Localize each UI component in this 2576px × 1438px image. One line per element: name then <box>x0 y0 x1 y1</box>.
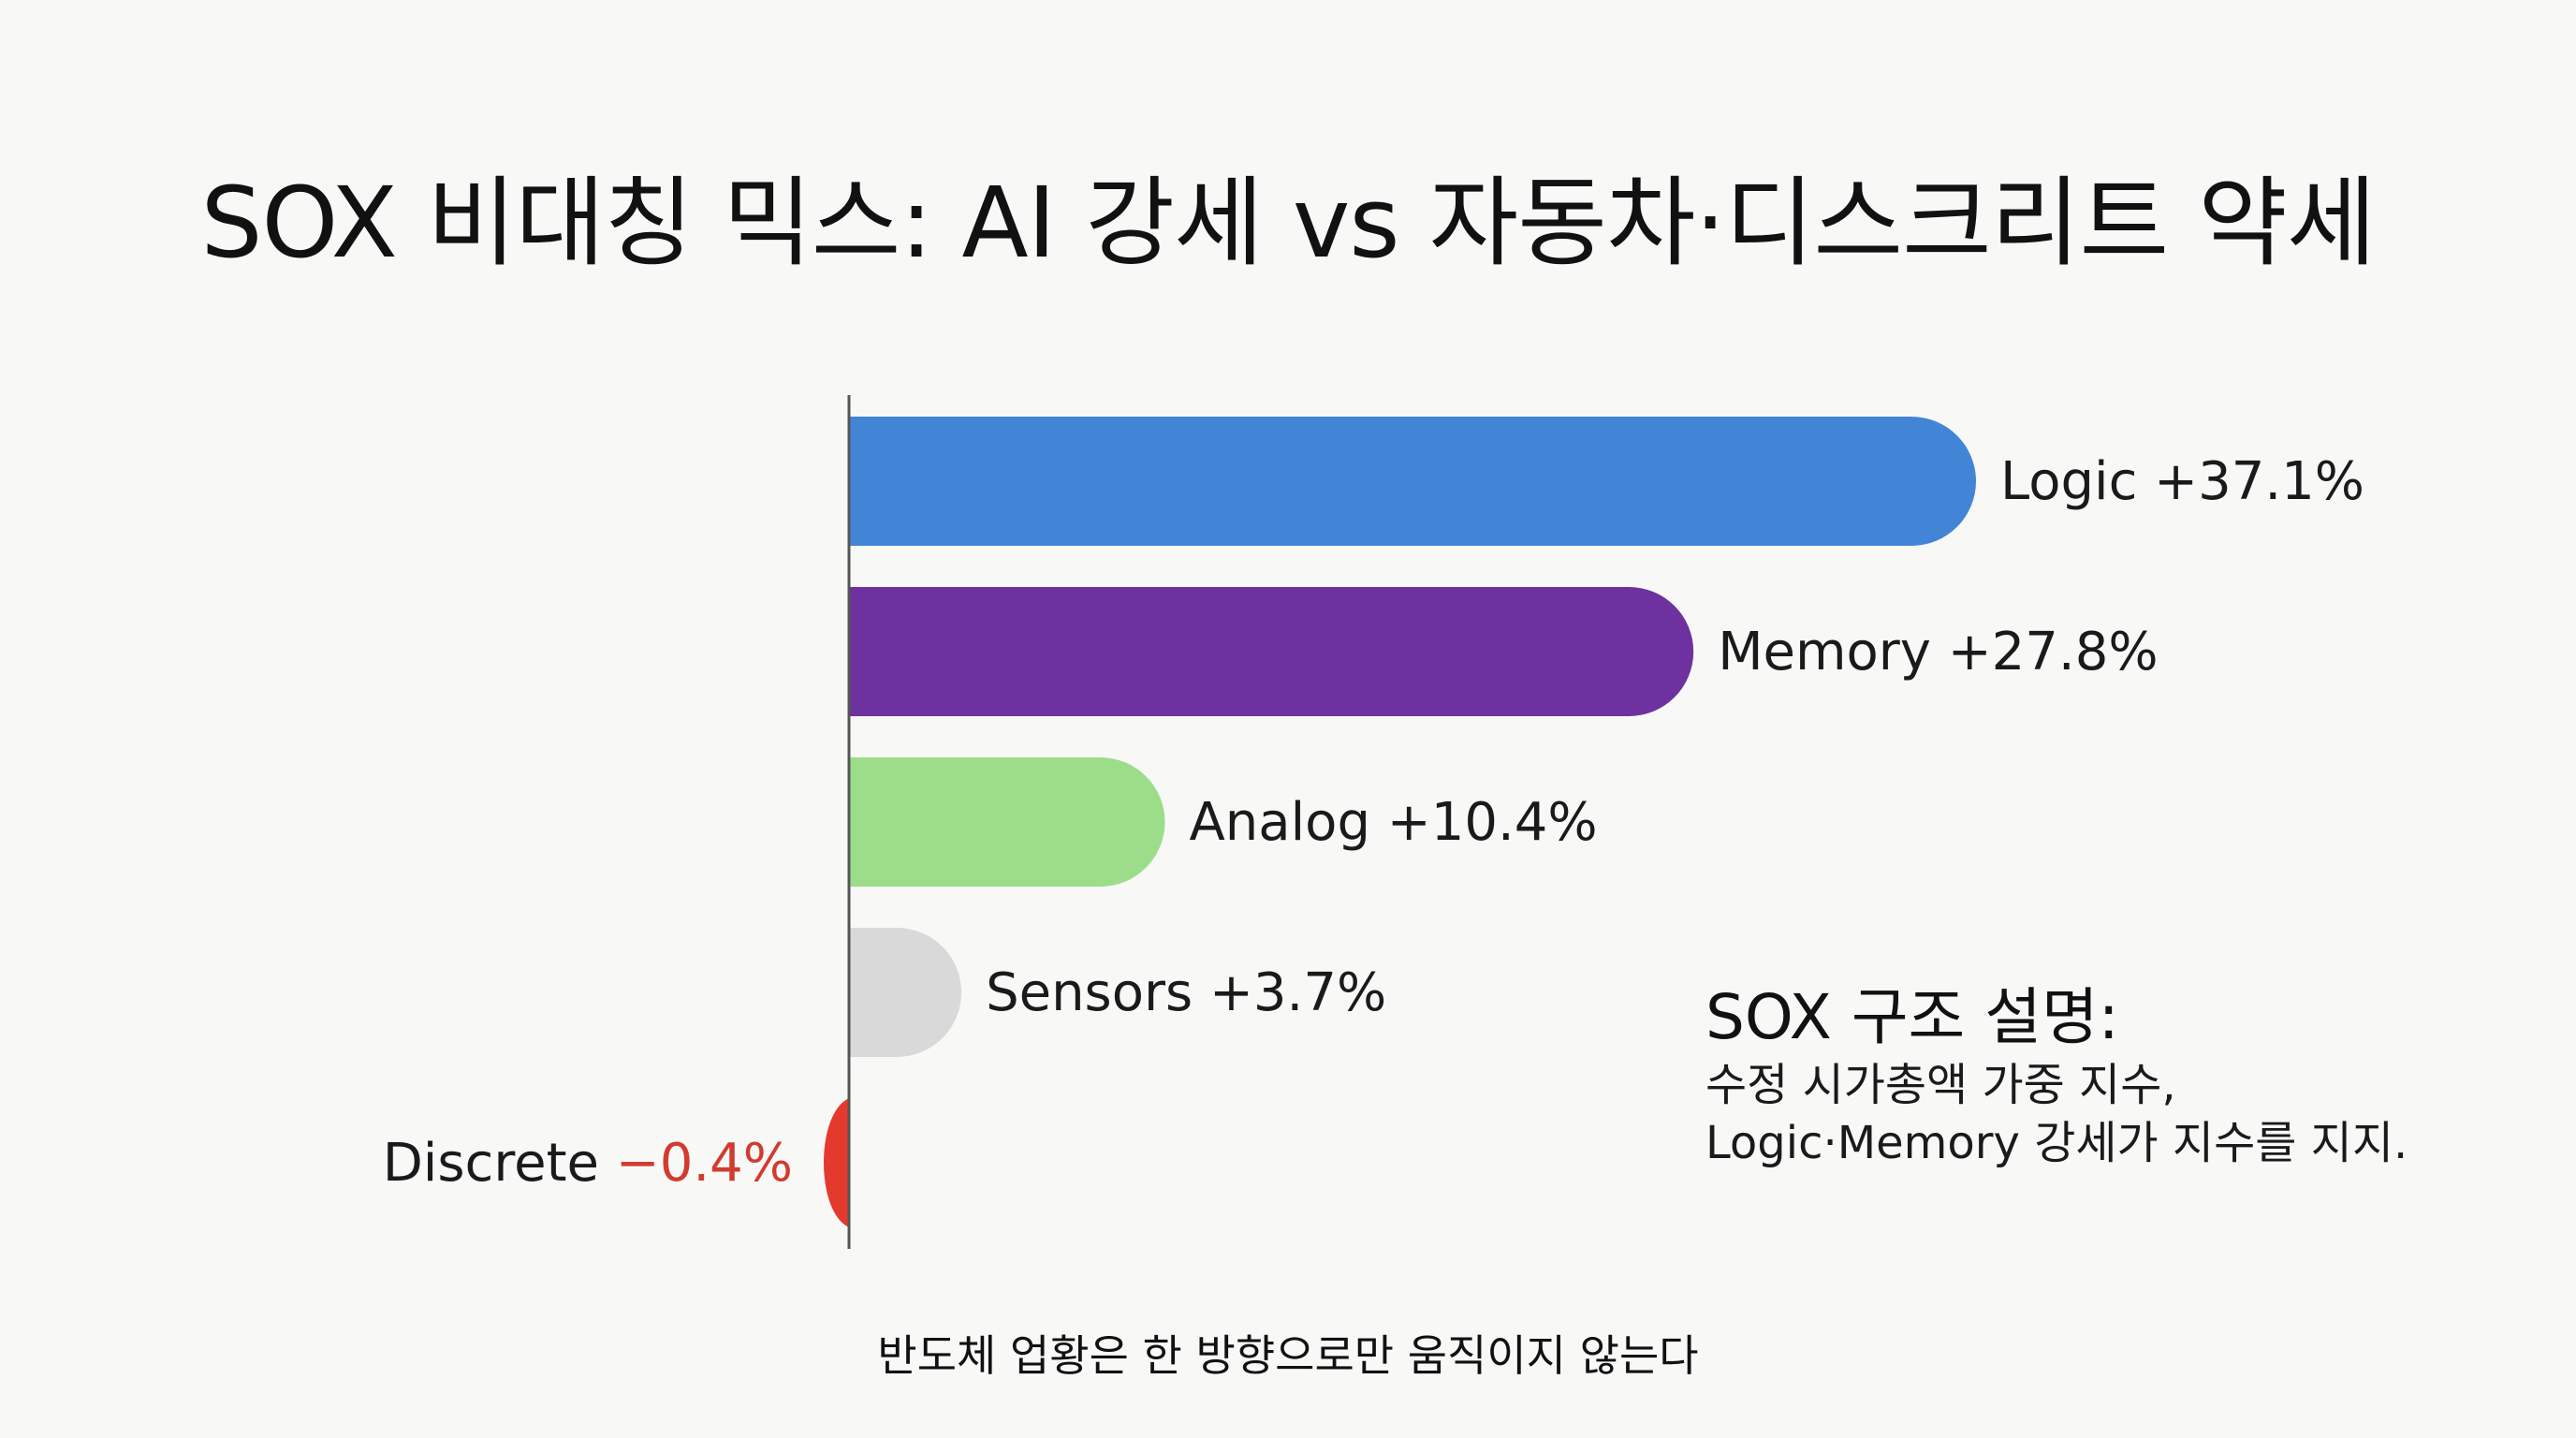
category-label-discrete: Discrete <box>383 1133 616 1194</box>
bar-memory <box>849 587 1694 716</box>
sox-structure-note: SOX 구조 설명: 수정 시가총액 가중 지수, Logic·Memory 강… <box>1705 979 2529 1172</box>
bar-label-sensors: Sensors +3.7% <box>986 962 1386 1023</box>
bar-label-analog: Analog +10.4% <box>1190 792 1598 853</box>
category-label-sensors: Sensors <box>986 962 1209 1023</box>
footer-caption: 반도체 업황은 한 방향으로만 움직이지 않는다 <box>877 1330 1699 1381</box>
note-line-2: Logic·Memory 강세가 지수를 지지. <box>1705 1117 2408 1169</box>
bar-label-discrete: Discrete −0.4% <box>383 1133 793 1194</box>
data-label-analog: +10.4% <box>1387 792 1598 853</box>
bar-logic <box>849 417 1976 546</box>
bar-discrete <box>824 1098 849 1227</box>
note-title: SOX 구조 설명: <box>1705 981 2119 1053</box>
bar-analog <box>849 757 1165 887</box>
chart-title: SOX 비대칭 믹스: AI 강세 vs 자동차·디스크리트 약세 <box>200 166 2376 280</box>
category-label-logic: Logic <box>2000 451 2154 512</box>
data-label-sensors: +3.7% <box>1209 962 1386 1023</box>
data-label-memory: +27.8% <box>1948 622 2159 682</box>
bar-label-logic: Logic +37.1% <box>2000 451 2364 512</box>
category-label-memory: Memory <box>1718 622 1948 682</box>
bar-sensors <box>849 928 962 1057</box>
bar-label-memory: Memory +27.8% <box>1718 622 2158 682</box>
data-label-logic: +37.1% <box>2154 451 2364 512</box>
category-label-analog: Analog <box>1190 792 1387 853</box>
note-line-1: 수정 시가총액 가중 지수, <box>1705 1059 2176 1111</box>
data-label-discrete: −0.4% <box>616 1133 793 1194</box>
